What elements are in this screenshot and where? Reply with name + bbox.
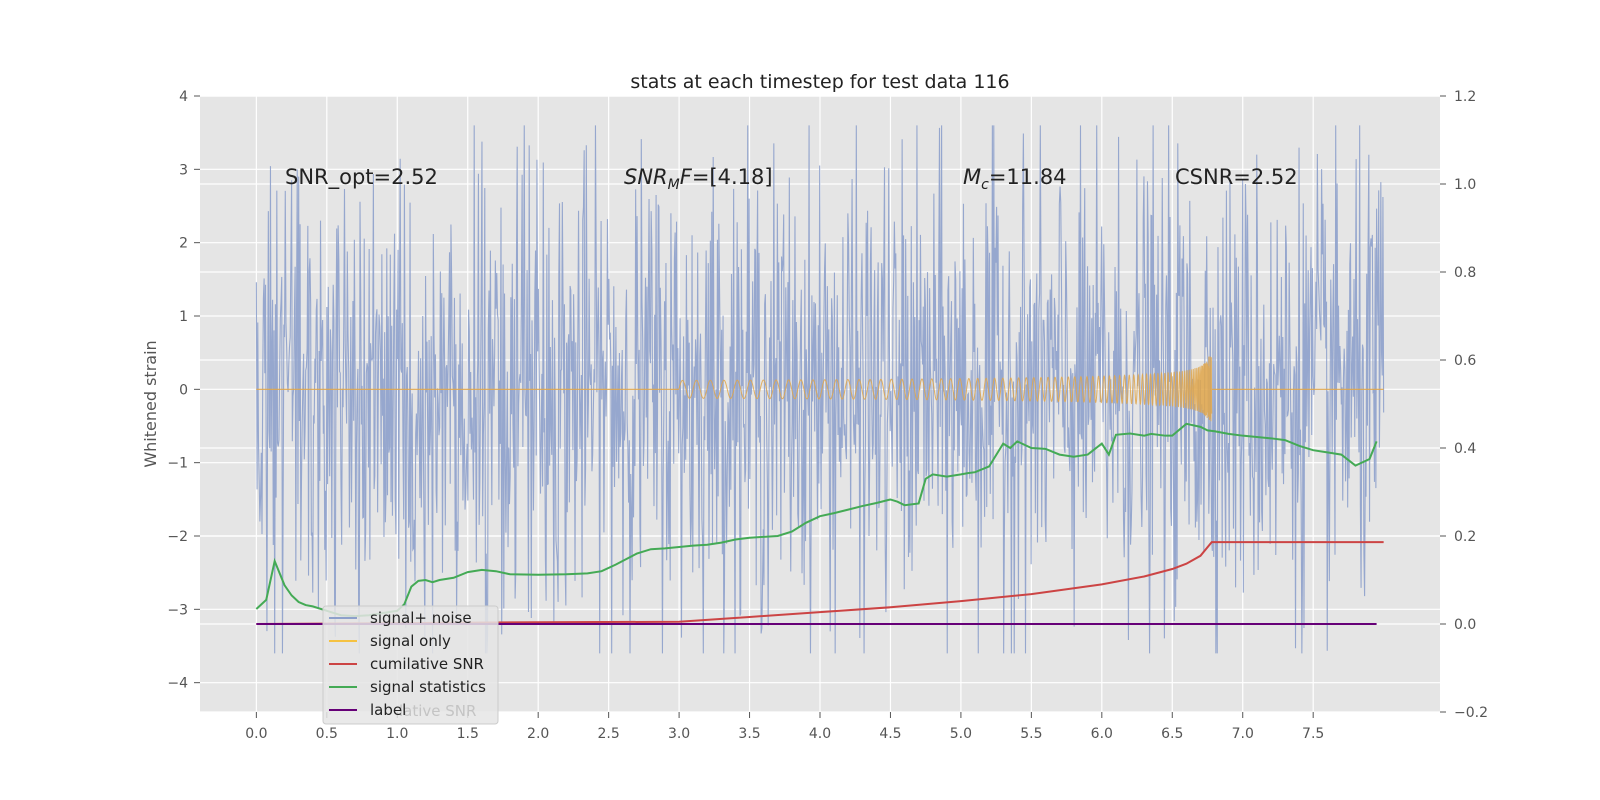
- annotation-snr-mf-value: =[4.18]: [692, 165, 773, 189]
- annotation-snr-mf-subscript: M: [668, 177, 680, 193]
- x-tick-label: 3.0: [668, 726, 690, 742]
- annotation-mc: Mc=11.84: [963, 165, 1067, 193]
- annotation-mc-value: =11.84: [989, 165, 1067, 189]
- series-signal-statistics-line: [255, 422, 1378, 618]
- x-tick-label: 4.0: [809, 726, 831, 742]
- legend-frame: [322, 605, 499, 725]
- annotation-snr-mf-f: F: [680, 165, 693, 189]
- y-tick-label: −2: [167, 529, 188, 545]
- legend-hidden-text: lative SNR: [399, 702, 476, 720]
- x-tick-label: 1.0: [386, 726, 408, 742]
- y-tick-label: 4: [179, 89, 188, 105]
- legend-label: signal statistics: [370, 678, 486, 696]
- annotation-snr-mf-symbol: SNR: [624, 165, 668, 189]
- annotation-snr-mf: SNRMF=[4.18]: [624, 165, 773, 193]
- annotation-csnr: CSNR=2.52: [1175, 165, 1298, 189]
- series-signal-plus-noise-line: [255, 125, 1385, 654]
- chart-title: stats at each timestep for test data 116: [630, 71, 1009, 93]
- y2-tick-label: 0.6: [1454, 353, 1476, 369]
- x-tick-label: 6.0: [1091, 726, 1113, 742]
- x-tick-label: 2.0: [527, 726, 549, 742]
- annotation-mc-symbol: M: [963, 165, 981, 189]
- y2-tick-label: 1.2: [1454, 89, 1476, 105]
- y-tick-label: −1: [167, 456, 188, 472]
- y-tick-label: 0: [179, 382, 188, 398]
- x-tick-label: 5.0: [950, 726, 972, 742]
- x-tick-label: 2.5: [598, 726, 620, 742]
- x-tick-label: 4.5: [879, 726, 901, 742]
- y2-tick-label: 0.0: [1454, 617, 1476, 633]
- y2-tick-label: 0.2: [1454, 529, 1476, 545]
- series-signal-only-chirp: [678, 356, 1213, 422]
- legend-label: signal+ noise: [370, 609, 472, 627]
- y2-tick-label: 1.0: [1454, 177, 1476, 193]
- y-tick-label: 3: [179, 162, 188, 178]
- x-tick-label: 5.5: [1020, 726, 1042, 742]
- x-tick-label: 7.0: [1232, 726, 1254, 742]
- axes: 0.0 0.5 1.0 1.5 2.0 2.5 3.0 3.5 4.0 4.5 5.0 5.5 6.0 6…: [167, 89, 1488, 742]
- series-cumulative-snr-line: [256, 541, 1384, 625]
- series-signal-plus-noise: [255, 125, 1385, 654]
- annotation-snr-opt: SNR_opt=2.52: [285, 165, 438, 190]
- y-axis-label: Whitened strain: [141, 340, 160, 467]
- y2-tick-label: 0.8: [1454, 265, 1476, 281]
- y-tick-label: 2: [179, 236, 188, 252]
- legend-label: cumilative SNR: [370, 655, 484, 673]
- x-tick-label: 7.5: [1302, 726, 1324, 742]
- annotation-mc-subscript: c: [981, 177, 989, 193]
- x-tick-label: 6.5: [1161, 726, 1183, 742]
- x-tick-label: 1.5: [457, 726, 479, 742]
- y-tick-label: −4: [167, 676, 188, 692]
- x-tick-label: 3.5: [738, 726, 760, 742]
- y-tick-label: 1: [179, 309, 188, 325]
- x-tick-label: 0.0: [245, 726, 267, 742]
- y-tick-label: −3: [167, 602, 188, 618]
- y2-tick-label: −0.2: [1454, 705, 1488, 721]
- legend: lative SNR signal+ noise signal only cumila…: [322, 605, 499, 725]
- legend-label: label: [370, 701, 406, 719]
- x-tick-label: 0.5: [316, 726, 338, 742]
- y2-tick-label: 0.4: [1454, 441, 1476, 457]
- legend-label: signal only: [370, 632, 451, 650]
